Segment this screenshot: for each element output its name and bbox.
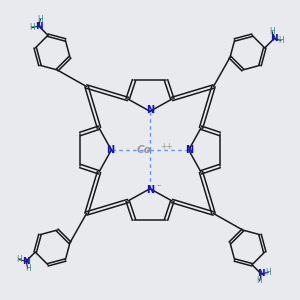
Text: H: H <box>278 36 284 45</box>
Text: H: H <box>25 264 31 273</box>
Text: H: H <box>257 276 262 285</box>
Text: N: N <box>186 145 194 155</box>
Text: N: N <box>146 184 154 195</box>
Text: H: H <box>269 27 275 36</box>
Text: N: N <box>35 22 43 31</box>
Text: H: H <box>265 268 271 277</box>
Text: N: N <box>270 34 278 43</box>
Text: N: N <box>257 269 265 278</box>
Text: ⁻: ⁻ <box>156 183 161 192</box>
Text: ++: ++ <box>160 142 173 152</box>
Text: H: H <box>38 15 43 24</box>
Text: N: N <box>146 105 154 116</box>
Text: Co: Co <box>137 145 152 155</box>
Text: H: H <box>29 23 35 32</box>
Text: H: H <box>16 255 22 264</box>
Text: N: N <box>106 145 114 155</box>
Text: N: N <box>22 257 30 266</box>
